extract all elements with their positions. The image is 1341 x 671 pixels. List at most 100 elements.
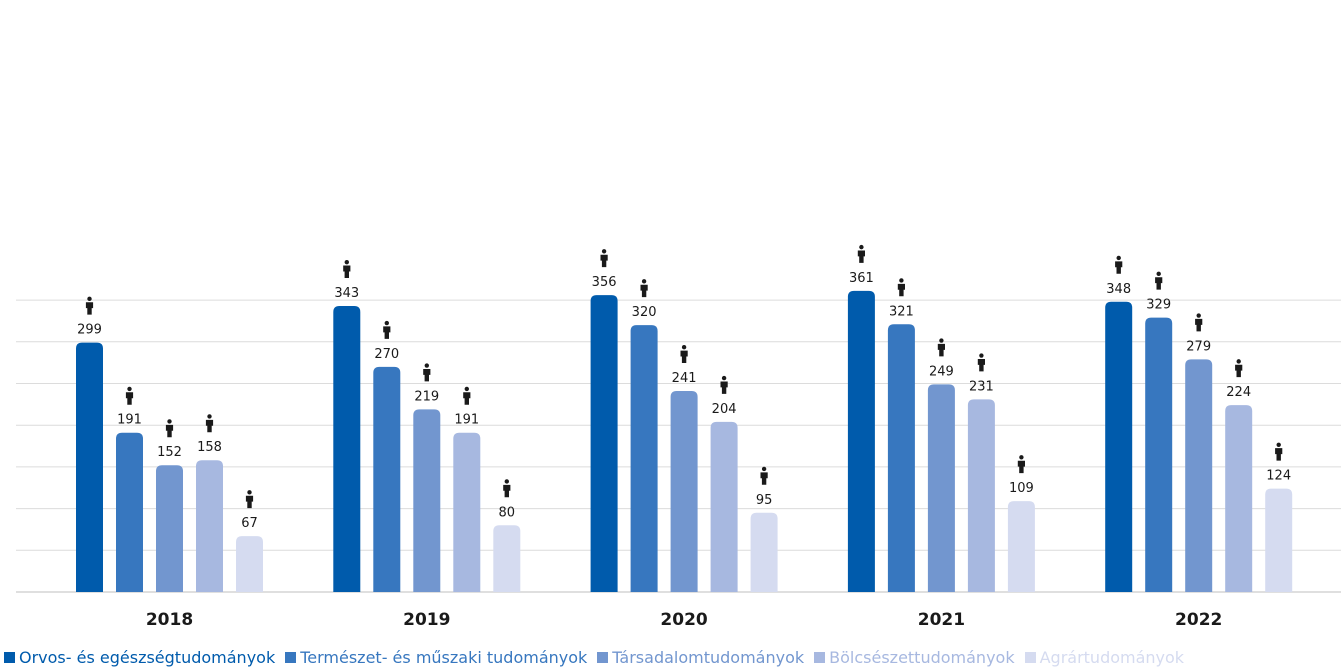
data-label: 299 <box>77 323 102 338</box>
data-label: 219 <box>414 389 439 404</box>
person-icon <box>165 419 174 438</box>
data-label: 109 <box>1009 481 1034 496</box>
data-label: 204 <box>712 402 737 417</box>
person-icon <box>640 279 648 298</box>
data-label: 321 <box>889 304 914 319</box>
person-icon <box>503 479 511 498</box>
person-icon <box>205 414 214 433</box>
legend-label: Természet- és műszaki tudományok <box>300 648 588 667</box>
bar <box>1225 405 1253 592</box>
person-icon <box>937 338 945 357</box>
legend-swatch <box>814 652 826 663</box>
bar <box>453 432 481 592</box>
legend-item: Agrártudományok <box>1024 648 1185 667</box>
category-label: 2020 <box>660 610 707 630</box>
data-label: 124 <box>1266 469 1291 484</box>
legend-item: Bölcsészettudományok <box>814 648 1015 667</box>
person-icon <box>1017 455 1025 474</box>
bar <box>1265 488 1293 592</box>
legend-swatch <box>1024 652 1036 663</box>
category-label: 2022 <box>1175 610 1222 630</box>
data-label: 224 <box>1226 385 1251 400</box>
category-label: 2021 <box>918 610 965 630</box>
person-icon <box>85 296 94 315</box>
legend-label: Bölcsészettudományok <box>829 648 1015 667</box>
person-icon <box>600 249 608 268</box>
bars <box>76 290 1293 592</box>
bar <box>1007 501 1035 592</box>
legend-label: Társadalomtudományok <box>612 648 805 667</box>
data-label: 348 <box>1106 282 1131 297</box>
legend-swatch <box>285 652 297 663</box>
data-label: 356 <box>592 275 617 290</box>
bar <box>967 399 995 592</box>
bar <box>156 465 183 592</box>
legend-label: Orvos- és egészségtudományok <box>19 648 276 667</box>
data-label: 361 <box>849 271 874 286</box>
bar <box>1185 359 1213 592</box>
person-icon <box>680 345 688 364</box>
value-labels: 299 191 152 158 67 343 270 219 191 80 356 320 241 204… <box>77 271 1291 531</box>
data-label: 249 <box>929 364 954 379</box>
bar <box>76 342 103 592</box>
person-icon <box>1195 313 1203 332</box>
bar <box>1145 317 1173 592</box>
person-icon <box>1115 255 1123 274</box>
legend: Orvos- és egészségtudományok Természet- é… <box>4 648 1194 667</box>
data-label: 158 <box>197 440 222 455</box>
bar <box>1105 301 1133 592</box>
category-label: 2018 <box>146 610 193 630</box>
data-label: 329 <box>1146 298 1171 313</box>
bar <box>236 536 263 592</box>
bar <box>630 325 658 592</box>
person-icon <box>857 244 865 263</box>
person-icon <box>720 375 728 394</box>
data-label: 343 <box>334 286 359 301</box>
legend-swatch <box>597 652 609 663</box>
data-label: 191 <box>454 413 479 428</box>
person-icon <box>125 386 134 405</box>
data-label: 95 <box>756 493 773 508</box>
bar <box>333 305 361 592</box>
data-label: 80 <box>499 505 516 520</box>
data-label: 279 <box>1186 339 1211 354</box>
bar <box>116 432 143 592</box>
person-icon <box>343 259 351 278</box>
data-label: 231 <box>969 379 994 394</box>
bar-chart: 299 191 152 158 67 343 270 219 191 80 356 320 241 204… <box>16 244 1341 630</box>
person-icon <box>463 386 471 405</box>
legend-item: Orvos- és egészségtudományok <box>4 648 275 667</box>
person-icon <box>760 466 768 485</box>
bar <box>670 391 698 592</box>
person-icon <box>245 490 254 509</box>
data-label: 152 <box>157 445 182 460</box>
data-label: 67 <box>241 516 258 531</box>
legend-item: Természet- és műszaki tudományok <box>285 648 587 667</box>
legend-swatch <box>4 652 15 663</box>
person-icon <box>897 278 905 297</box>
data-label: 191 <box>117 413 142 428</box>
person-icons <box>85 244 1283 509</box>
data-label: 270 <box>374 347 399 362</box>
data-label: 320 <box>632 305 657 320</box>
person-icon <box>977 353 985 372</box>
data-label: 241 <box>672 371 697 386</box>
person-icon <box>1235 359 1243 378</box>
bar <box>887 324 915 592</box>
bar <box>927 384 955 592</box>
legend-label: Agrártudományok <box>1039 648 1185 667</box>
bar <box>493 525 521 592</box>
person-icon <box>383 320 391 339</box>
bar <box>590 295 618 592</box>
person-icon <box>1275 442 1283 461</box>
bar <box>750 512 778 592</box>
bar <box>196 460 223 592</box>
legend-item: Társadalomtudományok <box>597 648 804 667</box>
bar <box>413 409 441 592</box>
person-icon <box>1155 271 1163 290</box>
category-label: 2019 <box>403 610 450 630</box>
bar <box>847 290 875 592</box>
bar <box>373 366 401 592</box>
bar <box>710 421 738 592</box>
category-labels: 2018 2019 2020 2021 2022 <box>146 610 1223 630</box>
